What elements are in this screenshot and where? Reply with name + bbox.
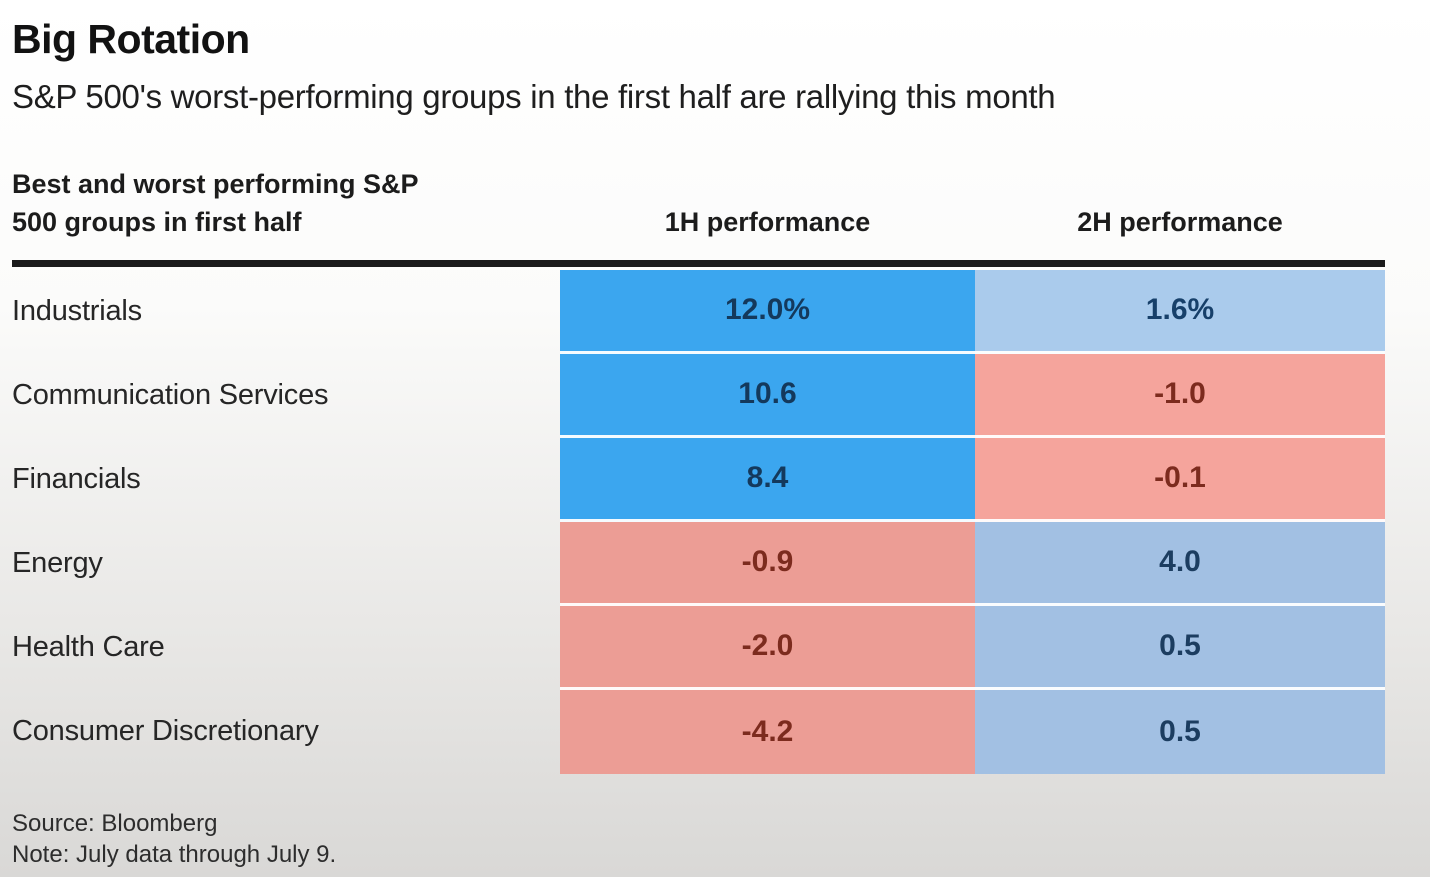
row-label: Energy	[12, 547, 103, 580]
row-group-header: Best and worst performing S&P 500 groups…	[12, 166, 560, 242]
cell-2h: 4.0	[975, 521, 1385, 606]
footer: Source: Bloomberg Note: July data throug…	[12, 808, 1430, 870]
table-row: Industrials 12.0% 1.6%	[12, 269, 1385, 354]
cell-2h: -1.0	[975, 353, 1385, 438]
row-label: Industrials	[12, 295, 142, 328]
row-group-header-line2: 500 groups in first half	[12, 206, 302, 237]
table-row: Communication Services 10.6 -1.0	[12, 353, 1385, 438]
chart-subtitle: S&P 500's worst-performing groups in the…	[12, 78, 1056, 115]
chart-title: Big Rotation	[12, 16, 250, 62]
performance-table: Best and worst performing S&P 500 groups…	[12, 166, 1385, 774]
table-row: Financials 8.4 -0.1	[12, 437, 1385, 522]
cell-1h: 10.6	[560, 353, 975, 438]
row-label: Consumer Discretionary	[12, 715, 319, 748]
cell-2h: 1.6%	[975, 269, 1385, 354]
cell-1h: -4.2	[560, 689, 975, 774]
table-body: Industrials 12.0% 1.6% Communication Ser…	[12, 269, 1385, 774]
column-header-1h: 1H performance	[664, 206, 871, 237]
table-row: Health Care -2.0 0.5	[12, 605, 1385, 690]
cell-1h: 12.0%	[560, 269, 975, 354]
source-line: Source: Bloomberg	[12, 809, 218, 837]
cell-1h: 8.4	[560, 437, 975, 522]
row-label: Communication Services	[12, 379, 329, 412]
cell-2h: 0.5	[975, 689, 1385, 774]
table-row: Consumer Discretionary -4.2 0.5	[12, 689, 1385, 774]
cell-1h: -0.9	[560, 521, 975, 606]
header-divider-rule	[12, 259, 1385, 267]
note-line: Note: July data through July 9.	[12, 840, 337, 868]
table-row: Energy -0.9 4.0	[12, 521, 1385, 606]
cell-2h: -0.1	[975, 437, 1385, 522]
column-header-2h: 2H performance	[1077, 206, 1283, 237]
row-label: Health Care	[12, 631, 165, 664]
table-header-row: Best and worst performing S&P 500 groups…	[12, 166, 1385, 242]
cell-1h: -2.0	[560, 605, 975, 690]
cell-2h: 0.5	[975, 605, 1385, 690]
row-group-header-line1: Best and worst performing S&P	[12, 169, 419, 199]
row-label: Financials	[12, 463, 141, 496]
